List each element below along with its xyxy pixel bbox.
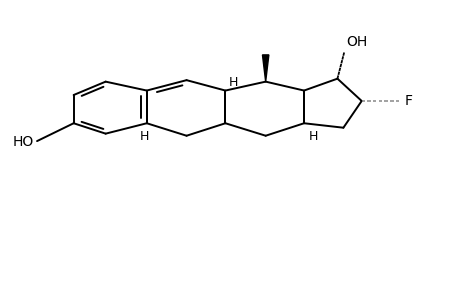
Text: H: H [229,76,238,89]
Text: F: F [404,94,412,108]
Text: H: H [140,130,149,143]
Text: HO: HO [12,135,34,149]
Polygon shape [262,55,268,82]
Text: OH: OH [346,35,367,49]
Text: H: H [308,130,317,143]
